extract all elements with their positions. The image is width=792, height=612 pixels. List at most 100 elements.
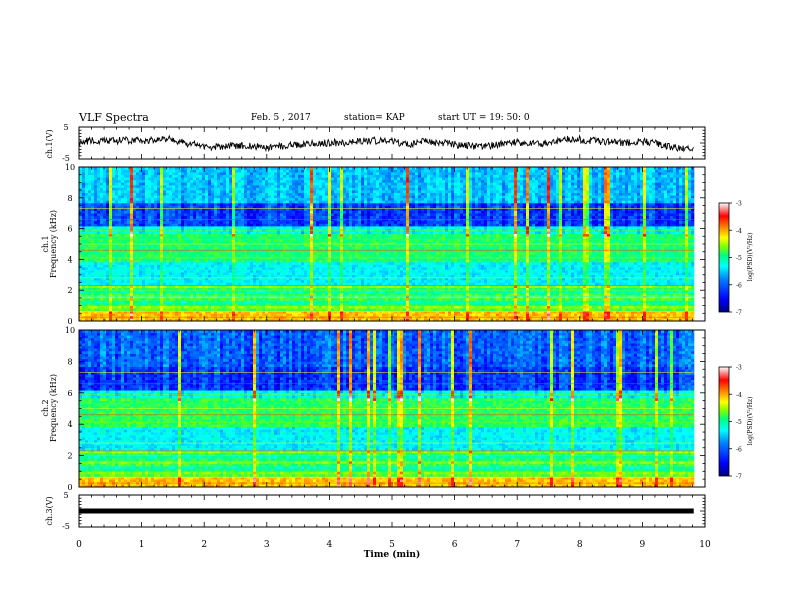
ch1-spectrogram-cell <box>133 318 137 321</box>
ch1-spectrogram-cell <box>466 282 470 286</box>
ch1-spectrogram-cell <box>628 267 632 270</box>
ch1-spectrogram-cell <box>685 279 689 283</box>
ch1-spectrogram-cell <box>124 282 128 286</box>
ch1-spectrogram-cell <box>598 267 602 270</box>
ch1-spectrogram-cell <box>232 279 236 283</box>
ch1-spectrogram-cell <box>604 303 608 306</box>
ch1-spectrogram-cell <box>631 290 635 294</box>
ch1-spectrogram-cell <box>211 308 215 312</box>
ch1-spectrogram-cell <box>280 272 284 276</box>
ch1-spectrogram-cell <box>85 262 89 265</box>
ch1-spectrogram-cell <box>565 287 569 291</box>
ch1-spectrogram-cell <box>490 259 494 263</box>
ch1-spectrogram-cell <box>145 282 149 286</box>
ch1-spectrogram-cell <box>406 313 410 317</box>
ch1-spectrogram-cell <box>604 269 608 273</box>
ch1-spectrogram-cell <box>667 295 671 299</box>
ch1-spectrogram-cell <box>103 264 107 268</box>
ch1-spectrogram-cell <box>469 318 473 321</box>
ch1-spectrogram-cell <box>157 262 161 265</box>
ch1-spectrogram-cell <box>139 287 143 291</box>
ch1-spectrogram-cell <box>82 259 86 263</box>
ch1-spectrogram-cell <box>112 290 116 294</box>
ch1-spectrogram-cell <box>169 310 173 314</box>
ch1-spectrogram-cell <box>262 297 266 301</box>
ch1-spectrogram-cell <box>151 272 155 276</box>
ch1-spectrogram-cell <box>160 300 164 304</box>
ch1-spectrogram-cell <box>109 318 113 321</box>
ch1-spectrogram-cell <box>82 290 86 294</box>
ch1-spectrogram-cell <box>139 267 143 270</box>
ch1-spectrogram-cell <box>271 290 275 294</box>
ch1-spectrogram-cell <box>559 262 563 265</box>
ch1-spectrogram-cell <box>226 290 230 294</box>
ch1-spectrogram-cell <box>274 267 278 270</box>
ch1-spectrogram-cell <box>685 282 689 286</box>
ch1-spectrogram-cell <box>106 287 110 291</box>
ch1-spectrogram-cell <box>625 308 629 312</box>
ch1-spectrogram-cell <box>394 264 398 268</box>
ch1-spectrogram-cell <box>490 290 494 294</box>
ch1-spectrogram-cell <box>352 313 356 317</box>
ch1-spectrogram-cell <box>601 308 605 312</box>
ch1-spectrogram-cell <box>355 279 359 283</box>
ch1-spectrogram-cell <box>415 272 419 276</box>
ch1-spectrogram-cell <box>262 308 266 312</box>
ch1-spectrogram-cell <box>556 285 560 288</box>
ch1-spectrogram-cell <box>406 269 410 273</box>
ch1-spectrogram-cell <box>379 300 383 304</box>
ch1-spectrogram-cell <box>676 262 680 265</box>
ch1-spectrogram-cell <box>103 313 107 317</box>
ch1-spectrogram-cell <box>430 292 434 296</box>
ch1-spectrogram-cell <box>112 300 116 304</box>
ch1-spectrogram-cell <box>304 269 308 273</box>
ch1-spectrogram-cell <box>538 318 542 321</box>
ch1-spectrogram-cell <box>325 310 329 314</box>
ch1-spectrogram-cell <box>268 259 272 263</box>
ch1-spectrogram-cell <box>151 264 155 268</box>
ch1-spectrogram-cell <box>481 300 485 304</box>
ch1-spectrogram-cell <box>166 310 170 314</box>
ch1-spectrogram-cell <box>685 318 689 321</box>
ch1-spectrogram-cell <box>580 272 584 276</box>
ch1-spectrogram-cell <box>133 310 137 314</box>
ch1-spectrogram-cell <box>496 313 500 317</box>
ch1-spectrogram-cell <box>325 287 329 291</box>
ch1-spectrogram-cell <box>565 290 569 294</box>
ch1-spectrogram-cell <box>82 305 86 309</box>
ch1-spectrogram-cell <box>559 295 563 299</box>
ch1-spectrogram-cell <box>253 259 257 263</box>
ch1-spectrogram-cell <box>271 267 275 270</box>
ch1-spectrogram-cell <box>499 300 503 304</box>
ch1-spectrogram-cell <box>82 287 86 291</box>
ch1-spectrogram-cell <box>385 264 389 268</box>
ch1-spectrogram-cell <box>277 277 281 281</box>
ch1-spectrogram-cell <box>586 285 590 288</box>
ch1-spectrogram-cell <box>442 272 446 276</box>
ch1-spectrogram-cell <box>355 305 359 309</box>
ch1-spectrogram-cell <box>409 313 413 317</box>
ch1-spectrogram-cell <box>667 264 671 268</box>
ch1-spectrogram-cell <box>397 303 401 306</box>
ch1-spectrogram-cell <box>514 269 518 273</box>
ch1-spectrogram-cell <box>292 279 296 283</box>
ch1-spectrogram-cell <box>346 297 350 301</box>
ch1-spectrogram-cell <box>373 308 377 312</box>
ch1-spectrogram-cell <box>376 274 380 278</box>
ch1-spectrogram-cell <box>547 305 551 309</box>
ch1-spectrogram-cell <box>583 274 587 278</box>
ch1-spectrogram-cell <box>667 274 671 278</box>
ch1-spectrogram-cell <box>82 318 86 321</box>
ch1-spectrogram-cell <box>349 269 353 273</box>
ch1-spectrogram-cell <box>586 292 590 296</box>
ch1-spectrogram-cell <box>664 272 668 276</box>
ch1-spectrogram-cell <box>505 295 509 299</box>
ch1-spectrogram-cell <box>577 292 581 296</box>
ch1-spectrogram-cell <box>220 308 224 312</box>
ch1-spectrogram-cell <box>106 274 110 278</box>
ch1-spectrogram-cell <box>634 287 638 291</box>
ch1-spectrogram-cell <box>436 262 440 265</box>
ch1-spectrogram-cell <box>490 264 494 268</box>
ch1-spectrogram-cell <box>136 318 140 321</box>
ch1-spectrogram-cell <box>172 274 176 278</box>
